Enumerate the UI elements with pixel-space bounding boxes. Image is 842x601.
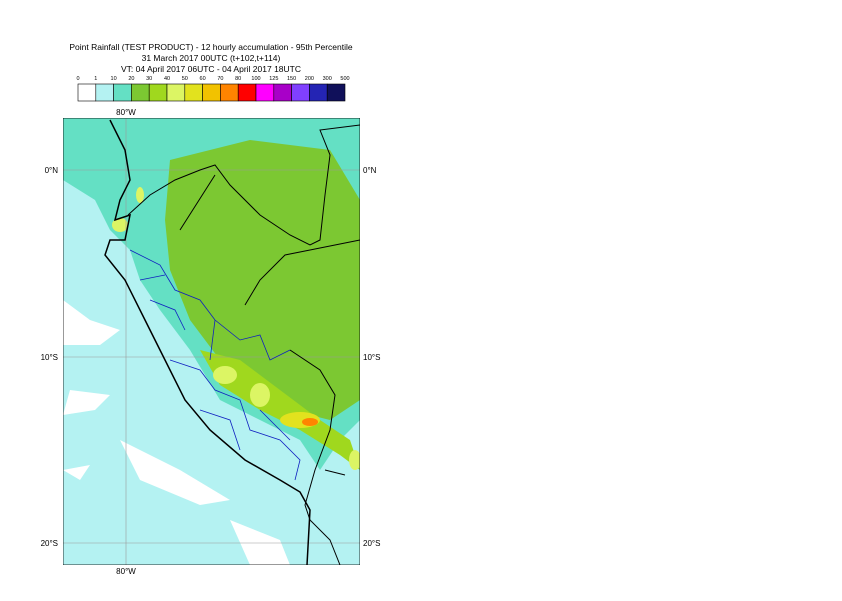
legend-label: 10 [111, 76, 117, 82]
valid-time: VT: 04 April 2017 06UTC - 04 April 2017 … [121, 64, 301, 74]
legend-swatch [309, 83, 328, 102]
lat-label: 10°S [41, 353, 58, 362]
legend-label: 80 [235, 76, 241, 82]
legend-swatch [184, 83, 203, 102]
legend-swatch [131, 83, 150, 102]
legend-swatch [255, 83, 275, 102]
lat-label: 20°S [363, 539, 380, 548]
legend-label: 50 [182, 76, 188, 82]
title: Point Rainfall (TEST PRODUCT) - 12 hourl… [69, 42, 353, 52]
legend-label: 125 [269, 76, 278, 82]
legend-swatch [273, 83, 292, 102]
legend-label: 100 [251, 76, 260, 82]
legend-swatch [148, 83, 168, 102]
legend-swatch [326, 83, 346, 102]
lon-label: 80°W [116, 567, 136, 576]
legend-swatch [291, 83, 310, 102]
legend-swatch [113, 83, 132, 102]
legend-label: 60 [200, 76, 206, 82]
legend-swatch [220, 83, 239, 102]
legend-label: 70 [217, 76, 223, 82]
legend-label: 0 [76, 76, 79, 82]
legend-swatch [77, 83, 97, 102]
legend-label: 20 [128, 76, 134, 82]
legend-label: 40 [164, 76, 170, 82]
legend-swatch [166, 83, 186, 102]
legend-label: 300 [323, 76, 332, 82]
lat-label: 0°N [45, 166, 59, 175]
legend-swatch [95, 83, 114, 102]
legend-label: 1 [94, 76, 97, 82]
lon-label: 80°W [116, 108, 136, 117]
lat-label: 20°S [41, 539, 58, 548]
legend-label: 200 [305, 76, 314, 82]
legend-label: 30 [146, 76, 152, 82]
legend-swatch [237, 83, 257, 102]
legend: 0 1 10 20 30 40 50 60 70 80 100 125 150 200 300 500 [76, 76, 350, 102]
subtitle: 31 March 2017 00UTC (t+102,t+114) [142, 53, 281, 63]
legend-label: 500 [340, 76, 349, 82]
lat-label: 0°N [363, 166, 377, 175]
map [63, 118, 360, 565]
lat-label: 10°S [363, 353, 380, 362]
legend-swatch [202, 83, 221, 102]
legend-label: 150 [287, 76, 296, 82]
